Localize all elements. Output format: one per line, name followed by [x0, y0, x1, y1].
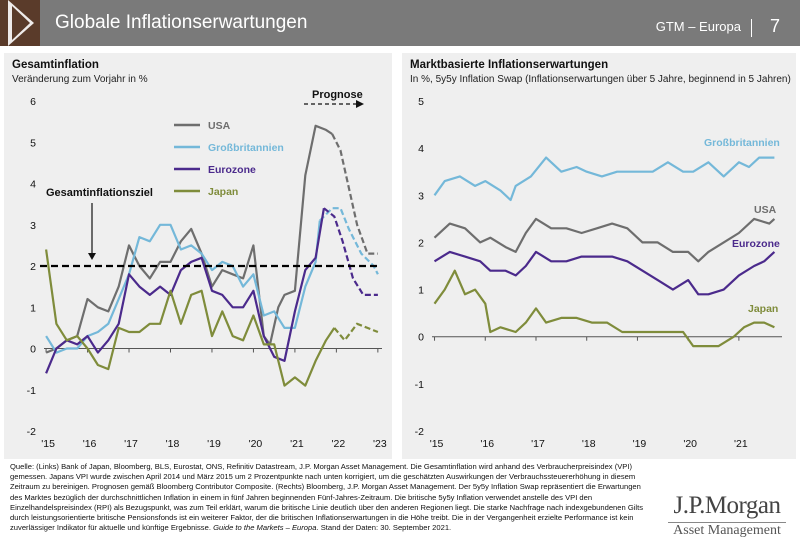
y-tick-label: 5	[418, 96, 424, 108]
y-tick-label: 1	[418, 285, 424, 297]
y-tick-label: -2	[415, 426, 424, 438]
page-number: 7	[769, 16, 780, 36]
inflation-target-label: Gesamtinflationsziel	[46, 187, 153, 199]
x-tick-label: '19	[207, 438, 221, 450]
source-guide: Guide to the Markets – Europa	[213, 523, 317, 533]
y-tick-label: 4	[30, 179, 36, 191]
forecast-line-usa	[331, 133, 378, 255]
y-tick-label: 1	[30, 302, 36, 314]
x-tick-label: '17	[531, 438, 545, 450]
series-line-eurozone	[433, 250, 776, 296]
x-tick-label: '21	[734, 438, 748, 450]
page-title: Globale Inflationserwartungen	[55, 12, 308, 33]
legend-label-eurozone: Eurozone	[208, 164, 256, 176]
series-label-eurozone: Eurozone	[732, 238, 780, 250]
forecast-label: Prognose	[312, 89, 363, 101]
logo-wordmark: J.P.Morgan	[673, 492, 781, 519]
series-label-japan: Japan	[748, 303, 778, 315]
target-arrow-head	[88, 253, 96, 260]
x-tick-label: '15	[41, 438, 55, 450]
market-expectations-chart: -2 -1 0 1 2 3 4 5 '15 '16 '17 '18 '19 '20 '21 Großbrita…	[415, 96, 782, 450]
logo-rule	[668, 522, 786, 523]
left-chart-subtitle: Veränderung zum Vorjahr in %	[12, 74, 148, 85]
y-tick-label: 4	[418, 143, 424, 155]
chevron-inner-shape	[12, 6, 30, 40]
x-tick-label: '18	[166, 438, 180, 450]
market-expectations-panel: Marktbasierte Inflationserwartungen In %…	[402, 53, 796, 459]
region-label: GTM – Europa	[655, 19, 741, 34]
y-tick-label: 5	[30, 137, 36, 149]
series-line-uk	[45, 220, 321, 354]
x-tick-label: '22	[332, 438, 346, 450]
jpmorgan-logo: J.P.Morgan Asset Management	[662, 492, 792, 539]
forecast-line-japan	[333, 322, 379, 343]
legend-label-japan: Japan	[208, 186, 238, 198]
source-date: . Stand der Daten: 30. September 2021.	[316, 523, 452, 533]
header-bar: Globale Inflationserwartungen GTM – Euro…	[0, 0, 800, 46]
headline-inflation-panel: Gesamtinflation Veränderung zum Vorjahr …	[4, 53, 392, 459]
series-line-uk	[433, 156, 775, 202]
headline-inflation-chart: -2 -1 0 1 2 3 4 5 6 '15 '16 '17 '18 '19 '20 '21 '22 '23 Ge…	[27, 89, 387, 450]
y-tick-label: 3	[30, 220, 36, 232]
series-line-usa	[433, 217, 776, 263]
y-tick-label: -2	[27, 426, 36, 438]
y-tick-label: 2	[30, 261, 36, 273]
source-note: Quelle: (Links) Bank of Japan, Bloomberg…	[10, 462, 650, 533]
x-tick-label: '23	[373, 438, 387, 450]
x-tick-label: '17	[124, 438, 138, 450]
header-divider	[750, 18, 752, 37]
x-tick-label: '18	[582, 438, 596, 450]
x-tick-label: '16	[480, 438, 494, 450]
series-label-usa: USA	[754, 204, 777, 216]
series-line-japan	[45, 249, 336, 387]
logo-subline: Asset Management	[673, 523, 781, 538]
legend-label-uk: Großbritannien	[208, 142, 284, 154]
forecast-line-eurozone	[323, 207, 378, 296]
x-tick-label: '21	[290, 438, 304, 450]
right-chart-subtitle: In %, 5y5y Inflation Swap (Inflationserw…	[410, 74, 791, 85]
series-label-uk: Großbritannien	[704, 137, 780, 149]
forecast-arrow-head	[356, 100, 364, 108]
y-tick-label: 6	[30, 96, 36, 108]
right-chart-title: Marktbasierte Inflationserwartungen	[410, 59, 609, 71]
legend-label-usa: USA	[208, 120, 231, 132]
y-tick-label: -1	[415, 379, 424, 391]
y-tick-label: 2	[418, 237, 424, 249]
series-line-usa	[45, 124, 333, 354]
y-tick-label: 0	[418, 332, 424, 344]
x-tick-label: '19	[633, 438, 647, 450]
x-tick-label: '20	[249, 438, 263, 450]
x-tick-label: '15	[430, 438, 444, 450]
left-chart-title: Gesamtinflation	[12, 59, 99, 71]
y-tick-label: -1	[27, 385, 36, 397]
source-text: Quelle: (Links) Bank of Japan, Bloomberg…	[10, 462, 644, 533]
y-tick-label: 0	[30, 344, 36, 356]
y-tick-label: 3	[418, 190, 424, 202]
header-right: GTM – Europa 7	[656, 15, 780, 37]
x-tick-label: '20	[683, 438, 697, 450]
series-line-japan	[433, 269, 775, 348]
x-tick-label: '16	[83, 438, 97, 450]
